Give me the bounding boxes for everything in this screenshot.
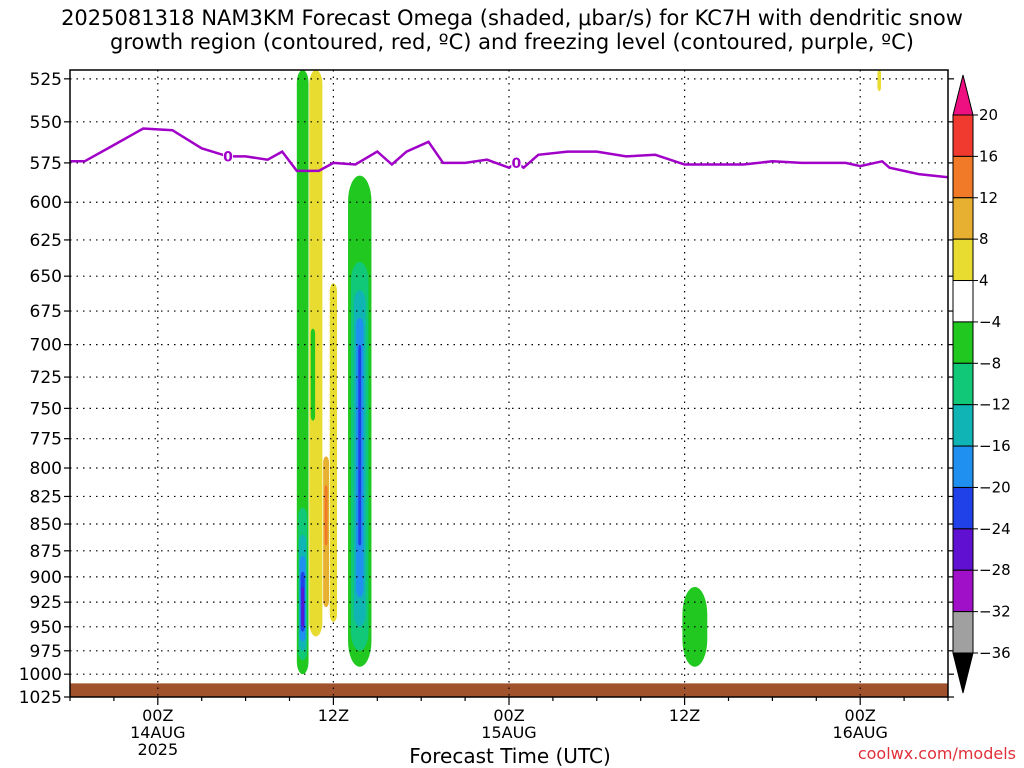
x-tick-label: 12Z [669,706,700,725]
y-tick-label: 1000 [19,665,62,685]
y-tick-label: 675 [30,302,62,322]
omega-region-7 [310,328,316,421]
omega-region-8 [329,283,338,622]
omega-region-10 [324,485,328,546]
y-tick-label: 750 [30,399,62,419]
omega-region-17 [877,70,882,92]
x-tick-label: 2025 [137,740,178,759]
omega-region-15 [358,344,362,546]
colorbar-box-1 [952,155,974,199]
colorbar-box-7 [952,404,974,447]
y-tick-label: 650 [30,267,62,287]
y-tick-label: 825 [30,487,62,507]
y-tick-label: 550 [30,113,62,133]
colorbar-box-6 [952,362,974,406]
colorbar-box-9 [952,486,974,530]
freezing-label-bg-1 [511,154,522,170]
chart-title-line1: 2025081318 NAM3KM Forecast Omega (shaded… [61,6,963,30]
chart-title: 2025081318 NAM3KM Forecast Omega (shaded… [0,6,1024,54]
colorbar-label: 12 [979,189,998,207]
colorbar-box-12 [952,611,974,654]
colorbar-box-11 [952,569,974,613]
y-tick-label: 625 [30,231,62,251]
y-tick-label: 700 [30,336,62,356]
plot-area: 0 052555057560062565067570072575077580082… [19,69,954,759]
colorbar-label: 8 [979,230,989,248]
colorbar-box-0 [952,114,974,157]
credit-link[interactable]: coolwx.com/models [857,744,1016,763]
x-tick-label: 00Z [845,706,876,725]
colorbar-label: 4 [979,272,989,290]
x-tick-label: 16AUG [832,723,887,742]
y-tick-label: 800 [30,459,62,479]
y-tick-label: 775 [30,430,62,450]
freezing-label-bg-0 [223,148,234,164]
y-tick-label: 600 [30,193,62,213]
freezing-level-label-0: 0 [223,149,233,165]
y-tick-label: 975 [30,642,62,662]
y-tick-label: 875 [30,542,62,562]
colorbar-label: −36 [979,644,1011,662]
freezing-level-line [70,127,948,179]
colorbar-box-8 [952,445,974,488]
x-tick-label: 00Z [493,706,524,725]
omega-region-6 [309,70,323,637]
y-tick-label: 850 [30,515,62,535]
y-tick-label: 950 [30,618,62,638]
colorbar-box-2 [952,197,974,240]
colorbar-box-3 [952,238,974,282]
colorbar-top-arrow [952,74,974,116]
y-tick-label: 925 [30,593,62,613]
colorbar-label: 16 [979,147,998,165]
colorbar-label: −24 [979,520,1011,538]
colorbar-label: −8 [979,354,1001,372]
y-tick-label: 725 [30,368,62,388]
chart-title-line2: growth region (contoured, red, ºC) and f… [110,30,914,54]
x-axis-title: Forecast Time (UTC) [409,744,611,768]
colorbar-box-5 [952,321,974,364]
colorbar-label: −16 [979,437,1011,455]
colorbar-label: −28 [979,561,1011,579]
colorbar-label: −32 [979,603,1011,621]
terrain [70,683,948,697]
colorbar-label: −12 [979,396,1011,414]
x-tick-label: 15AUG [481,723,536,742]
colorbar-label: −4 [979,313,1001,331]
colorbar-bottom-arrow [952,652,974,694]
y-tick-label: 1025 [19,688,62,708]
x-tick-label: 00Z [142,706,173,725]
colorbar-box-10 [952,528,974,571]
x-tick-label: 14AUG [130,723,185,742]
y-tick-label: 525 [30,70,62,90]
y-tick-label: 575 [30,154,62,174]
colorbar: 20 16 12 8 4 −4 −8 −12 −16 −20 −24 −28 −32 −36 [952,74,1011,694]
colorbar-box-4 [952,280,974,323]
colorbar-label: −20 [979,478,1011,496]
colorbar-label: 20 [979,106,998,124]
omega-region-5 [301,587,304,627]
x-tick-label: 12Z [318,706,349,725]
y-tick-label: 900 [30,568,62,588]
freezing-level-label-1: 0 [511,156,521,172]
